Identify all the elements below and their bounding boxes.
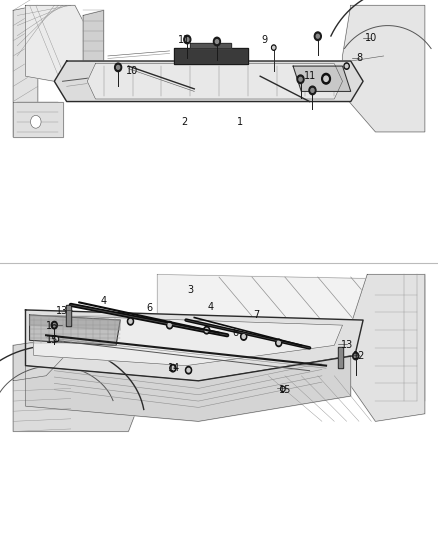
Polygon shape <box>351 274 425 421</box>
Circle shape <box>316 34 319 38</box>
Circle shape <box>55 338 57 341</box>
Circle shape <box>345 64 348 68</box>
Polygon shape <box>83 11 104 82</box>
Polygon shape <box>343 5 425 132</box>
Circle shape <box>127 318 134 325</box>
Circle shape <box>129 319 132 323</box>
Circle shape <box>299 77 302 81</box>
Text: 8: 8 <box>356 53 362 63</box>
Polygon shape <box>25 5 104 82</box>
Circle shape <box>276 339 282 346</box>
Circle shape <box>184 35 191 44</box>
Circle shape <box>344 63 349 69</box>
Text: 13: 13 <box>340 341 353 350</box>
Circle shape <box>281 386 285 392</box>
Text: 1: 1 <box>237 117 243 127</box>
Polygon shape <box>34 315 343 366</box>
Polygon shape <box>87 63 343 99</box>
Circle shape <box>215 39 219 44</box>
Circle shape <box>54 336 59 342</box>
Circle shape <box>213 37 220 46</box>
Text: 14: 14 <box>168 363 180 373</box>
Text: 12: 12 <box>353 351 365 360</box>
Circle shape <box>166 321 173 329</box>
Circle shape <box>168 323 171 327</box>
Text: 13: 13 <box>57 306 69 316</box>
Polygon shape <box>25 310 363 381</box>
Circle shape <box>321 74 330 84</box>
Polygon shape <box>13 5 38 137</box>
Circle shape <box>277 341 280 345</box>
Polygon shape <box>13 345 145 432</box>
Circle shape <box>204 326 210 334</box>
Circle shape <box>353 352 359 360</box>
Circle shape <box>117 66 120 69</box>
Polygon shape <box>293 66 351 92</box>
Polygon shape <box>30 315 120 330</box>
Polygon shape <box>190 43 231 49</box>
Bar <box>338 346 343 368</box>
Polygon shape <box>174 49 248 63</box>
Text: 6: 6 <box>146 303 152 313</box>
Circle shape <box>273 46 275 49</box>
Circle shape <box>187 368 190 372</box>
Circle shape <box>171 366 174 370</box>
Text: 15: 15 <box>279 385 291 395</box>
Polygon shape <box>13 341 75 381</box>
Bar <box>67 306 71 325</box>
Text: 2: 2 <box>181 117 187 127</box>
Bar <box>339 348 342 367</box>
Circle shape <box>311 88 314 92</box>
Text: 9: 9 <box>261 35 267 45</box>
Circle shape <box>242 335 245 338</box>
Circle shape <box>272 45 276 50</box>
Circle shape <box>282 387 284 390</box>
Circle shape <box>324 76 328 82</box>
Circle shape <box>354 354 357 358</box>
Text: 7: 7 <box>253 310 259 320</box>
Bar <box>66 305 71 326</box>
Text: 11: 11 <box>304 71 316 81</box>
Text: 10: 10 <box>365 33 378 43</box>
Text: 3: 3 <box>187 285 193 295</box>
Polygon shape <box>13 101 63 137</box>
Circle shape <box>314 32 321 41</box>
Circle shape <box>205 328 208 332</box>
Circle shape <box>185 367 191 374</box>
Polygon shape <box>157 274 425 376</box>
Circle shape <box>53 324 56 327</box>
Circle shape <box>309 86 316 95</box>
Text: 10: 10 <box>127 66 139 76</box>
Text: 6: 6 <box>233 328 239 338</box>
Circle shape <box>51 321 57 329</box>
Circle shape <box>186 38 189 42</box>
Circle shape <box>31 115 41 128</box>
Circle shape <box>297 75 304 84</box>
Circle shape <box>115 63 122 71</box>
Text: 4: 4 <box>101 296 107 306</box>
Polygon shape <box>25 356 351 421</box>
Text: 15: 15 <box>46 335 58 345</box>
Polygon shape <box>30 315 120 345</box>
Text: 16: 16 <box>46 321 58 332</box>
Polygon shape <box>54 61 363 101</box>
Text: 11: 11 <box>178 35 190 45</box>
Circle shape <box>240 333 247 340</box>
Circle shape <box>170 365 176 372</box>
Text: 4: 4 <box>208 302 214 312</box>
